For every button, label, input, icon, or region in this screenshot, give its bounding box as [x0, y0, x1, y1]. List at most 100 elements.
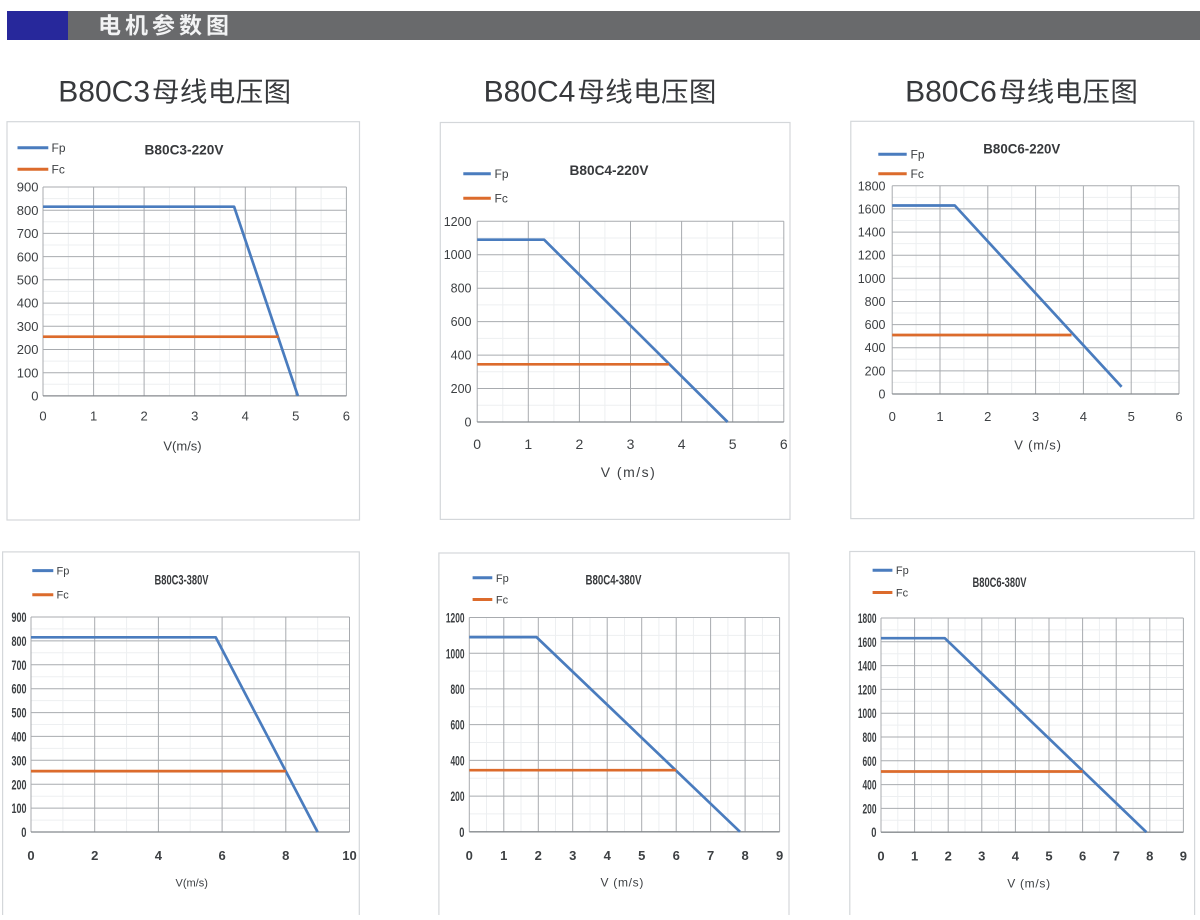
svg-text:5: 5: [1045, 849, 1052, 864]
svg-text:9: 9: [1180, 849, 1187, 864]
svg-text:1: 1: [524, 436, 532, 452]
svg-text:5: 5: [292, 409, 299, 424]
svg-text:Fc: Fc: [495, 192, 508, 206]
svg-text:8: 8: [1146, 849, 1153, 864]
svg-text:100: 100: [12, 800, 27, 816]
svg-text:V(m/s): V(m/s): [176, 878, 208, 890]
svg-text:4: 4: [155, 848, 163, 863]
svg-text:Fc: Fc: [896, 588, 909, 600]
svg-text:1000: 1000: [858, 272, 886, 286]
svg-text:1800: 1800: [858, 610, 877, 626]
svg-text:200: 200: [865, 364, 886, 378]
svg-text:400: 400: [17, 296, 39, 311]
svg-text:1: 1: [500, 848, 507, 863]
svg-text:3: 3: [191, 409, 198, 424]
svg-text:B80C3: B80C3: [58, 76, 150, 109]
svg-text:1400: 1400: [858, 226, 886, 240]
svg-text:0: 0: [877, 849, 884, 864]
svg-text:1600: 1600: [858, 634, 877, 650]
svg-text:7: 7: [707, 848, 714, 863]
svg-text:1000: 1000: [446, 645, 465, 661]
svg-text:800: 800: [451, 681, 465, 697]
svg-text:Fp: Fp: [57, 566, 70, 578]
svg-text:B80C4: B80C4: [484, 76, 576, 109]
svg-text:3: 3: [627, 436, 635, 452]
svg-text:500: 500: [17, 273, 39, 288]
svg-text:800: 800: [17, 203, 39, 218]
svg-text:Fc: Fc: [496, 595, 509, 607]
svg-text:1: 1: [90, 409, 97, 424]
svg-text:Fc: Fc: [911, 167, 924, 181]
svg-text:V(m/s): V(m/s): [163, 439, 201, 454]
svg-text:4: 4: [242, 409, 249, 424]
svg-text:Fc: Fc: [57, 590, 70, 602]
svg-text:6: 6: [780, 436, 788, 452]
svg-text:0: 0: [21, 824, 26, 840]
svg-text:B80C3-220V: B80C3-220V: [145, 142, 225, 158]
svg-text:2: 2: [91, 848, 98, 863]
svg-text:2: 2: [945, 849, 952, 864]
svg-text:1: 1: [936, 409, 943, 424]
svg-text:1000: 1000: [444, 248, 472, 262]
svg-text:V (m/s): V (m/s): [1007, 877, 1051, 891]
svg-text:1200: 1200: [446, 610, 465, 626]
svg-text:400: 400: [12, 729, 27, 745]
svg-text:V (m/s): V (m/s): [601, 464, 657, 480]
svg-text:0: 0: [465, 416, 472, 430]
svg-text:0: 0: [39, 409, 46, 424]
svg-text:900: 900: [17, 180, 39, 195]
svg-text:0: 0: [459, 824, 464, 840]
svg-text:1600: 1600: [858, 202, 886, 216]
svg-text:V (m/s): V (m/s): [601, 876, 645, 890]
svg-text:800: 800: [451, 282, 472, 296]
svg-text:700: 700: [17, 226, 39, 241]
svg-text:B80C4-220V: B80C4-220V: [570, 162, 650, 178]
svg-text:1: 1: [911, 849, 918, 864]
svg-text:0: 0: [473, 436, 481, 452]
svg-text:0: 0: [879, 388, 886, 402]
svg-text:2: 2: [576, 436, 584, 452]
svg-text:700: 700: [12, 657, 27, 673]
svg-text:4: 4: [1080, 409, 1087, 424]
svg-text:400: 400: [451, 752, 465, 768]
svg-text:900: 900: [12, 609, 27, 625]
svg-text:8: 8: [741, 848, 748, 863]
svg-text:200: 200: [17, 342, 39, 357]
svg-text:Fp: Fp: [52, 141, 66, 155]
svg-text:300: 300: [12, 752, 27, 768]
svg-text:0: 0: [466, 848, 473, 863]
svg-text:3: 3: [569, 848, 576, 863]
svg-text:7: 7: [1113, 849, 1120, 864]
svg-text:1200: 1200: [858, 681, 877, 697]
svg-text:Fp: Fp: [495, 167, 509, 181]
svg-text:200: 200: [12, 776, 27, 792]
svg-text:600: 600: [12, 681, 27, 697]
svg-text:600: 600: [865, 318, 886, 332]
svg-text:8: 8: [282, 848, 289, 863]
svg-text:1800: 1800: [858, 179, 886, 193]
svg-text:800: 800: [12, 633, 27, 649]
svg-text:9: 9: [776, 848, 783, 863]
svg-text:0: 0: [871, 824, 876, 840]
svg-text:5: 5: [1128, 409, 1135, 424]
svg-text:1000: 1000: [858, 705, 877, 721]
svg-text:4: 4: [678, 436, 686, 452]
svg-text:1200: 1200: [444, 215, 472, 229]
svg-text:2: 2: [535, 848, 542, 863]
svg-text:4: 4: [1012, 849, 1020, 864]
svg-text:800: 800: [865, 295, 886, 309]
svg-text:100: 100: [17, 365, 39, 380]
svg-text:V (m/s): V (m/s): [1014, 438, 1061, 453]
svg-text:6: 6: [1079, 849, 1086, 864]
svg-text:2: 2: [140, 409, 147, 424]
svg-text:0: 0: [31, 389, 38, 404]
svg-text:1200: 1200: [858, 249, 886, 263]
svg-text:B80C6-220V: B80C6-220V: [983, 142, 1060, 157]
svg-text:400: 400: [865, 341, 886, 355]
svg-text:6: 6: [218, 848, 225, 863]
svg-text:4: 4: [604, 848, 612, 863]
svg-text:300: 300: [17, 319, 39, 334]
svg-text:800: 800: [863, 729, 877, 745]
svg-text:600: 600: [863, 753, 877, 769]
svg-text:3: 3: [1032, 409, 1039, 424]
